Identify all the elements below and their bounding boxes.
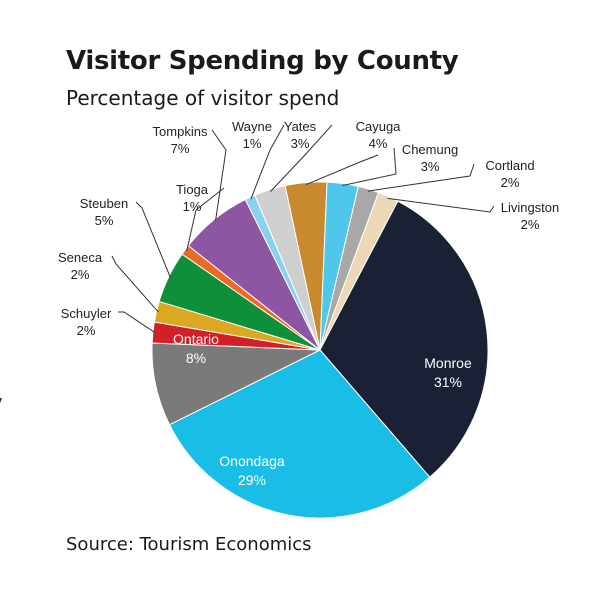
slice-label-monroe: Monroe: [424, 355, 472, 371]
leader-lines: [111, 124, 495, 334]
chart-source: Source: Tourism Economics: [66, 534, 312, 555]
slice-label-cortland: Cortland: [485, 158, 534, 173]
leader-line-schuyler: [118, 311, 156, 334]
slice-labels: Cayuga 4% Chemung 3% Cortland 2% Livingston 2% M…: [58, 119, 559, 488]
slice-label-cayuga: Cayuga: [356, 119, 402, 134]
slice-label-wayne: Wayne: [232, 119, 272, 134]
slice-value-tompkins: 7%: [171, 141, 190, 156]
slice-value-steuben: 5%: [95, 213, 114, 228]
leader-line-steuben: [135, 201, 171, 278]
pie-slice-yates: [254, 185, 321, 351]
slice-value-yates: 3%: [291, 136, 310, 151]
slice-value-ontario: 8%: [186, 350, 206, 366]
leader-line-tompkins: [211, 129, 227, 222]
leader-line-livingston: [387, 197, 495, 213]
leader-line-yates: [270, 124, 333, 192]
slice-label-chemung: Chemung: [402, 142, 458, 157]
chart-title: Visitor Spending by County: [66, 46, 459, 76]
leader-line-seneca: [111, 255, 159, 313]
leader-line-chemung: [342, 147, 397, 186]
leader-line-wayne: [250, 124, 285, 200]
pie-slice-onondaga: [168, 349, 431, 519]
slice-label-ontario: Ontario: [173, 331, 219, 347]
leader-line-cortland: [367, 163, 475, 192]
leader-line-tioga: [186, 187, 225, 252]
slice-value-livingston: 2%: [521, 217, 540, 232]
slice-value-chemung: 3%: [421, 159, 440, 174]
slice-value-monroe: 31%: [434, 374, 462, 390]
pie-slices: [151, 181, 489, 519]
slice-label-onondaga: Onondaga: [219, 453, 285, 469]
slice-value-schuyler: 2%: [77, 323, 96, 338]
slice-label-livingston: Livingston: [501, 200, 560, 215]
slice-value-wayne: 1%: [243, 136, 262, 151]
slice-label-tioga: Tioga: [176, 182, 209, 197]
slice-value-cortland: 2%: [501, 175, 520, 190]
slice-value-seneca: 2%: [71, 267, 90, 282]
slice-label-seneca: Seneca: [58, 250, 103, 265]
slice-label-steuben: Steuben: [80, 196, 128, 211]
slice-value-onondaga: 29%: [238, 472, 266, 488]
slice-value-tioga: 1%: [183, 199, 202, 214]
slice-label-schuyler: Schuyler: [61, 306, 112, 321]
slice-label-yates: Yates: [284, 119, 317, 134]
leader-line-cayuga: [305, 154, 379, 186]
pie-slice-monroe: [319, 200, 489, 478]
chart-subtitle: Percentage of visitor spend: [66, 86, 340, 110]
slice-value-cayuga: 4%: [369, 136, 388, 151]
slice-label-tompkins: Tompkins: [153, 124, 208, 139]
